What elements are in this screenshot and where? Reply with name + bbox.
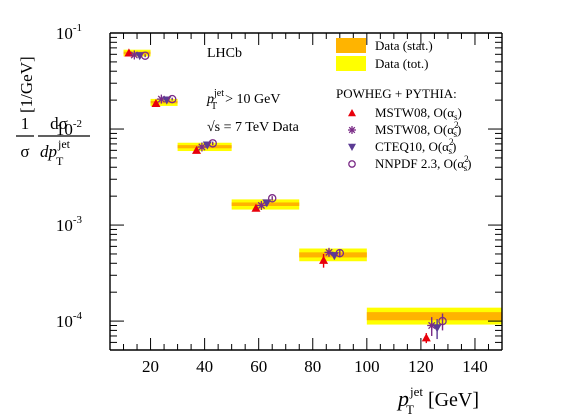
marker-circle-open (438, 316, 447, 326)
svg-text:σ: σ (20, 142, 29, 161)
marker-star (348, 126, 356, 134)
legend-swatch-tot (336, 56, 366, 71)
x-axis-title: pjet T [GeV] (396, 384, 479, 417)
legend-label-tot: Data (tot.) (375, 56, 428, 71)
marker-circle-open (167, 94, 177, 104)
y-tick-label: 10-2 (56, 118, 82, 139)
legend-entries: MSTW08, O(αs)MSTW08, O(α2 s)CTEQ10, O(α2 s… (348, 105, 472, 173)
x-tick-label: 40 (196, 357, 213, 376)
svg-text:1: 1 (21, 114, 30, 133)
legend-label: MSTW08, O(α2 s) (375, 120, 461, 139)
marker-circle-open (140, 51, 150, 60)
svg-text:dσ: dσ (50, 114, 68, 133)
marker-triangle-down (432, 324, 442, 333)
svg-text:[1/GeV]: [1/GeV] (17, 56, 36, 113)
legend-label: CTEQ10, O(α2 s) (375, 137, 456, 156)
marker-triangle-up (251, 203, 261, 212)
marker-triangle-down (262, 199, 272, 208)
legend-swatch-stat (336, 38, 366, 53)
x-tick-label: 80 (304, 357, 321, 376)
marker-circle-open (208, 139, 217, 148)
x-tick-label: 120 (408, 357, 434, 376)
marker-circle-open (335, 248, 345, 258)
marker-triangle-up (348, 109, 356, 117)
marker-triangle-up (319, 255, 329, 264)
legend-label-stat: Data (stat.) (375, 38, 433, 53)
x-tick-label: 20 (142, 357, 159, 376)
marker-triangle-up (192, 145, 202, 154)
marker-star (427, 320, 437, 330)
marker-star-arm (198, 143, 206, 151)
y-axis-title: 1 σ dσ dpjet T [1/GeV] (16, 56, 90, 168)
y-tick-label: 10-4 (56, 310, 83, 331)
x-tick-label: 60 (250, 357, 267, 376)
marker-star (197, 142, 207, 152)
marker-circle-open (348, 160, 356, 168)
marker-circle-open (267, 194, 277, 203)
marker-star-arm (428, 321, 436, 330)
axes: 20 40 60 80 100 120 140 10-1 10-2 10-3 10-4 (56, 22, 503, 376)
marker-star-arm (325, 248, 333, 256)
marker-star-arm (348, 126, 356, 134)
cut-label: pjet T > 10 GeV (206, 88, 280, 112)
marker-triangle-up (421, 333, 431, 342)
x-tick-label: 100 (354, 357, 380, 376)
marker-star-arm (257, 201, 266, 210)
energy-label: √s = 7 TeV Data (207, 120, 300, 135)
marker-star (256, 200, 266, 210)
y-tick-label: 10-1 (56, 22, 82, 43)
legend: Data (stat.) Data (tot.) POWHEG + PYTHIA… (336, 38, 472, 173)
y-tick-label: 10-3 (56, 214, 83, 235)
legend-label: NNPDF 2.3, O(α2 s) (375, 154, 472, 173)
legend-label: MSTW08, O(αs) (375, 105, 462, 122)
data-band-stat (366, 312, 502, 321)
experiment-label: LHCb (207, 46, 242, 61)
legend-header: POWHEG + PYTHIA: (336, 86, 457, 101)
x-tick-label: 140 (462, 357, 488, 376)
marker-triangle-up (151, 98, 161, 107)
model-points (124, 48, 447, 344)
marker-triangle-down (348, 143, 356, 151)
